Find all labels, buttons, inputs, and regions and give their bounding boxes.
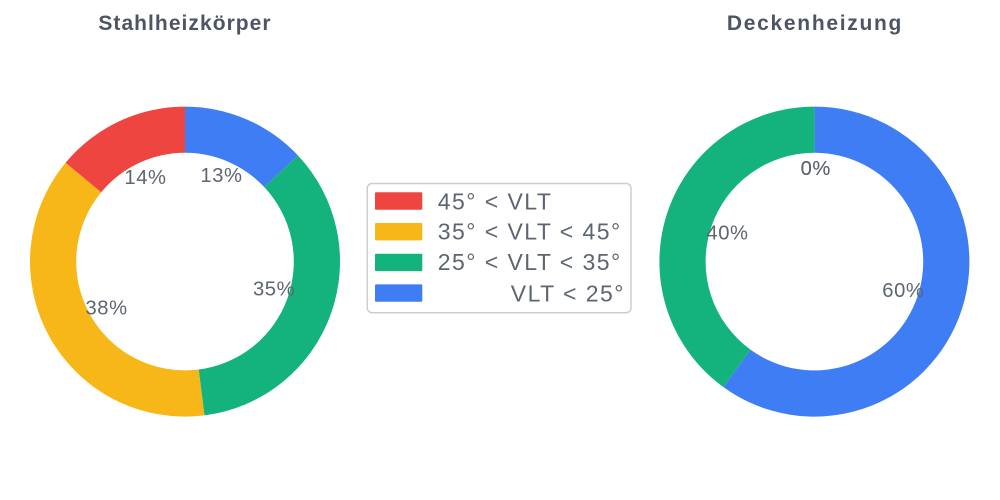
svg-text:38%: 38%: [85, 298, 127, 320]
svg-text:0%: 0%: [801, 158, 831, 180]
svg-text:25° < VLT < 35°: 25° < VLT < 35°: [438, 249, 622, 275]
svg-text:13%: 13%: [200, 165, 242, 187]
svg-text:14%: 14%: [124, 167, 166, 189]
svg-text:40%: 40%: [706, 222, 748, 244]
svg-text:35%: 35%: [253, 279, 295, 301]
svg-text:Stahlheizkörper: Stahlheizkörper: [98, 12, 271, 35]
svg-text:0%: 0%: [801, 158, 831, 180]
svg-text:60%: 60%: [882, 280, 924, 302]
svg-text:Deckenheizung: Deckenheizung: [727, 12, 903, 35]
svg-text:45° < VLT: 45° < VLT: [438, 188, 553, 214]
svg-text:35° < VLT < 45°: 35° < VLT < 45°: [438, 218, 622, 244]
svg-text:VLT < 25°: VLT < 25°: [511, 280, 625, 306]
